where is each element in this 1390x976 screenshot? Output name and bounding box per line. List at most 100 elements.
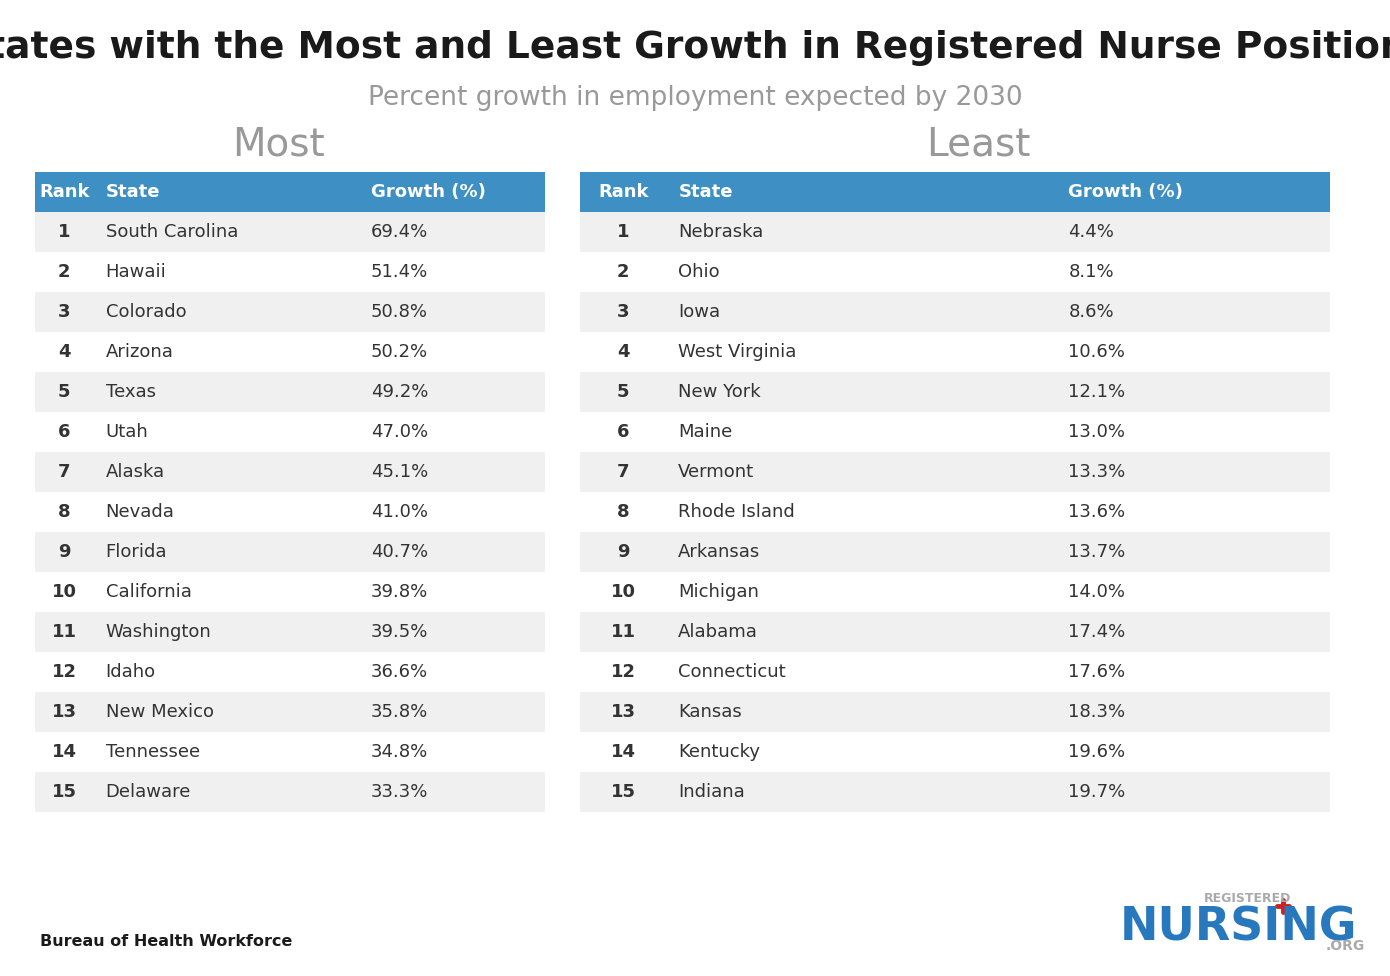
FancyBboxPatch shape	[35, 652, 545, 692]
Text: .ORG: .ORG	[1326, 939, 1365, 953]
FancyBboxPatch shape	[580, 492, 1330, 532]
Text: 6: 6	[58, 423, 71, 441]
FancyBboxPatch shape	[580, 732, 1330, 772]
Text: 35.8%: 35.8%	[371, 703, 428, 721]
Text: 19.6%: 19.6%	[1069, 743, 1126, 761]
Text: Arkansas: Arkansas	[678, 543, 760, 561]
FancyBboxPatch shape	[35, 492, 545, 532]
Text: Most: Most	[232, 125, 324, 163]
Text: 18.3%: 18.3%	[1069, 703, 1126, 721]
Text: Growth (%): Growth (%)	[1069, 183, 1183, 201]
Text: States with the Most and Least Growth in Registered Nurse Positions: States with the Most and Least Growth in…	[0, 30, 1390, 66]
FancyBboxPatch shape	[580, 532, 1330, 572]
Text: Tennessee: Tennessee	[106, 743, 200, 761]
Text: 36.6%: 36.6%	[371, 663, 428, 681]
Text: 4: 4	[617, 343, 630, 361]
Text: Vermont: Vermont	[678, 463, 755, 481]
Text: 12: 12	[51, 663, 76, 681]
FancyBboxPatch shape	[580, 332, 1330, 372]
Text: 8.6%: 8.6%	[1069, 303, 1113, 321]
Text: Rank: Rank	[39, 183, 89, 201]
FancyBboxPatch shape	[35, 612, 545, 652]
Text: 14.0%: 14.0%	[1069, 583, 1126, 601]
Text: Colorado: Colorado	[106, 303, 186, 321]
FancyBboxPatch shape	[35, 452, 545, 492]
Text: 8: 8	[617, 503, 630, 521]
Text: 34.8%: 34.8%	[371, 743, 428, 761]
Text: 8.1%: 8.1%	[1069, 263, 1113, 281]
Text: Utah: Utah	[106, 423, 149, 441]
Text: 50.8%: 50.8%	[371, 303, 428, 321]
Text: Connecticut: Connecticut	[678, 663, 785, 681]
Text: 45.1%: 45.1%	[371, 463, 428, 481]
Text: Arizona: Arizona	[106, 343, 174, 361]
Text: 4.4%: 4.4%	[1069, 223, 1115, 241]
FancyBboxPatch shape	[35, 572, 545, 612]
Text: State: State	[106, 183, 160, 201]
Text: NURSING: NURSING	[1119, 906, 1357, 951]
FancyBboxPatch shape	[580, 252, 1330, 292]
Text: Rank: Rank	[598, 183, 648, 201]
Text: 10: 10	[610, 583, 635, 601]
Text: Kentucky: Kentucky	[678, 743, 760, 761]
Text: 3: 3	[617, 303, 630, 321]
Text: Texas: Texas	[106, 383, 156, 401]
Text: Alaska: Alaska	[106, 463, 165, 481]
Text: 12.1%: 12.1%	[1069, 383, 1126, 401]
Text: 9: 9	[617, 543, 630, 561]
Text: 19.7%: 19.7%	[1069, 783, 1126, 801]
Text: 39.8%: 39.8%	[371, 583, 428, 601]
Text: 5: 5	[58, 383, 71, 401]
FancyBboxPatch shape	[35, 372, 545, 412]
Text: West Virginia: West Virginia	[678, 343, 796, 361]
Text: 5: 5	[617, 383, 630, 401]
Text: 7: 7	[617, 463, 630, 481]
FancyBboxPatch shape	[580, 572, 1330, 612]
Text: 2: 2	[617, 263, 630, 281]
Text: Florida: Florida	[106, 543, 167, 561]
Text: 13: 13	[51, 703, 76, 721]
FancyBboxPatch shape	[580, 292, 1330, 332]
FancyBboxPatch shape	[35, 532, 545, 572]
Text: Idaho: Idaho	[106, 663, 156, 681]
Text: New York: New York	[678, 383, 760, 401]
FancyBboxPatch shape	[580, 172, 1330, 212]
Text: New Mexico: New Mexico	[106, 703, 214, 721]
FancyBboxPatch shape	[35, 732, 545, 772]
Text: 13: 13	[610, 703, 635, 721]
FancyBboxPatch shape	[580, 652, 1330, 692]
FancyBboxPatch shape	[35, 252, 545, 292]
Text: 11: 11	[51, 623, 76, 641]
Text: 33.3%: 33.3%	[371, 783, 428, 801]
Text: 14: 14	[51, 743, 76, 761]
FancyBboxPatch shape	[35, 212, 545, 252]
Text: Iowa: Iowa	[678, 303, 720, 321]
Text: Kansas: Kansas	[678, 703, 742, 721]
Text: Percent growth in employment expected by 2030: Percent growth in employment expected by…	[368, 85, 1022, 111]
Text: 14: 14	[610, 743, 635, 761]
Text: 49.2%: 49.2%	[371, 383, 428, 401]
Text: Least: Least	[926, 125, 1030, 163]
Text: Growth (%): Growth (%)	[371, 183, 485, 201]
Text: 17.6%: 17.6%	[1069, 663, 1126, 681]
Text: 15: 15	[51, 783, 76, 801]
Text: 39.5%: 39.5%	[371, 623, 428, 641]
Text: 10.6%: 10.6%	[1069, 343, 1125, 361]
Text: 50.2%: 50.2%	[371, 343, 428, 361]
Text: Bureau of Health Workforce: Bureau of Health Workforce	[40, 933, 292, 949]
Text: 13.6%: 13.6%	[1069, 503, 1126, 521]
Text: Michigan: Michigan	[678, 583, 759, 601]
FancyBboxPatch shape	[35, 412, 545, 452]
FancyBboxPatch shape	[580, 772, 1330, 812]
Text: 11: 11	[610, 623, 635, 641]
FancyBboxPatch shape	[580, 452, 1330, 492]
Text: Delaware: Delaware	[106, 783, 190, 801]
Text: 8: 8	[58, 503, 71, 521]
Text: 13.0%: 13.0%	[1069, 423, 1126, 441]
Text: 47.0%: 47.0%	[371, 423, 428, 441]
FancyBboxPatch shape	[35, 772, 545, 812]
Text: 12: 12	[610, 663, 635, 681]
Text: 2: 2	[58, 263, 71, 281]
Text: Nebraska: Nebraska	[678, 223, 763, 241]
Text: South Carolina: South Carolina	[106, 223, 238, 241]
